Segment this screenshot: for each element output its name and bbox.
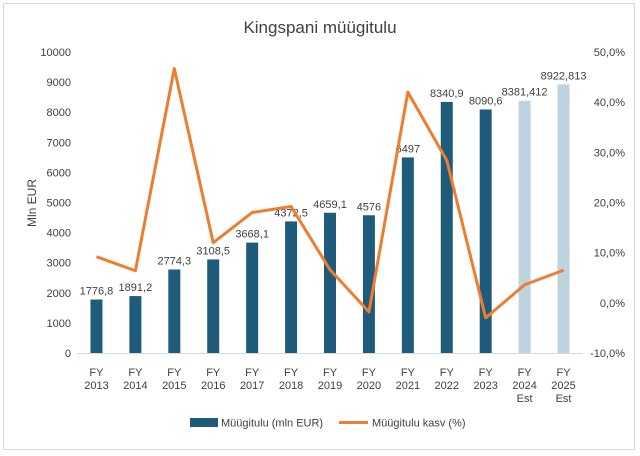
- left-tick-label: 3000: [47, 258, 71, 270]
- x-tick-label: FY 2013: [84, 367, 108, 392]
- right-tick-label: 10,0%: [594, 248, 625, 260]
- left-tick-label: 6000: [47, 167, 71, 179]
- bar: [168, 269, 181, 353]
- bar-value-label: 2774,3: [157, 255, 191, 267]
- right-tick-label: 50,0%: [594, 47, 625, 59]
- left-tick-label: 5000: [47, 198, 71, 210]
- x-tick-label-line: 2023: [473, 380, 497, 392]
- right-tick-label: -10,0%: [590, 348, 625, 360]
- x-tick-label-line: FY: [323, 367, 338, 379]
- bar-value-label: 3668,1: [235, 229, 269, 241]
- bar: [246, 242, 259, 353]
- x-tick-label-line: FY: [479, 367, 494, 379]
- growth-line: [95, 67, 565, 320]
- x-tick-label: FY 2023: [473, 367, 497, 392]
- bar-value-label: 8922,813: [541, 70, 587, 82]
- x-tick-label-line: FY: [89, 367, 104, 379]
- x-tick-label-line: 2016: [201, 380, 225, 392]
- x-tick-label: FY 2014: [123, 367, 147, 392]
- x-tick-label-line: 2019: [318, 380, 342, 392]
- bar: [129, 296, 142, 353]
- legend-label-line: Müügitulu kasv (%): [372, 418, 466, 430]
- left-tick-label: 7000: [47, 137, 71, 149]
- x-tick-label-line: FY: [167, 367, 182, 379]
- x-tick-label-line: Est: [517, 393, 533, 405]
- bar: [401, 157, 414, 353]
- right-tick-label: 0,0%: [600, 298, 625, 310]
- x-tick-label-line: 2020: [357, 380, 381, 392]
- bar-value-label: 1891,2: [119, 282, 153, 294]
- x-tick-label: FY 2025 Est: [551, 367, 575, 405]
- x-tick-label-line: 2018: [279, 380, 303, 392]
- x-tick-label: FY 2015: [162, 367, 186, 392]
- left-tick-label: 10000: [40, 47, 71, 59]
- bar-value-label: 8340,9: [430, 88, 464, 100]
- x-tick-label-line: 2014: [123, 380, 147, 392]
- bar-value-label: 4659,1: [313, 199, 347, 211]
- x-tick-label: FY 2016: [201, 367, 225, 392]
- x-tick-label-line: 2013: [84, 380, 108, 392]
- bar: [362, 215, 375, 353]
- x-tick-label-line: 2025: [551, 380, 575, 392]
- left-tick-label: 1000: [47, 318, 71, 330]
- bar: [324, 212, 336, 353]
- x-tick-label-line: 2022: [435, 380, 459, 392]
- left-tick-label: 9000: [47, 77, 71, 89]
- x-tick-label-line: Est: [556, 393, 572, 405]
- bar-value-label: 8381,412: [502, 87, 548, 99]
- x-tick-label: FY 2019: [318, 367, 342, 392]
- y-axis-label: Mln EUR: [25, 179, 39, 227]
- x-tick-label-line: FY: [284, 367, 299, 379]
- x-tick-label-line: 2015: [162, 380, 186, 392]
- bar: [518, 100, 531, 353]
- left-tick-label: 8000: [47, 107, 71, 119]
- bar: [285, 221, 298, 353]
- bar-value-label: 6497: [396, 143, 420, 155]
- x-tick-label-line: 2017: [240, 380, 264, 392]
- right-tick-label: 30,0%: [594, 147, 625, 159]
- right-tick-label: 40,0%: [594, 97, 625, 109]
- x-tick-label-line: 2021: [396, 380, 420, 392]
- chart-title: Kingspani müügitulu: [243, 18, 396, 37]
- right-tick-label: 20,0%: [594, 198, 625, 210]
- bar-value-label: 3108,5: [196, 245, 230, 257]
- x-tick-label: FY 2022: [435, 367, 459, 392]
- x-tick-label: FY 2017: [240, 367, 264, 392]
- bar: [479, 109, 492, 354]
- x-tick-label-line: FY: [128, 367, 143, 379]
- legend-swatch-bar: [190, 418, 218, 427]
- left-axis-ticks: 0 1000 2000 3000 4000 5000 6000 7000 8000 9000 100…: [40, 47, 71, 360]
- x-tick-label-line: FY: [440, 367, 455, 379]
- bar-value-label: 1776,8: [80, 286, 114, 298]
- x-tick-label-line: FY: [401, 367, 416, 379]
- left-tick-label: 2000: [47, 288, 71, 300]
- bar-value-label: 4372,5: [274, 207, 308, 219]
- bar: [207, 259, 220, 353]
- bar: [557, 84, 570, 353]
- left-tick-label: 0: [65, 348, 71, 360]
- x-tick-label-line: FY: [362, 367, 377, 379]
- legend: Müügitulu (mln EUR) Müügitulu kasv (%): [190, 418, 466, 430]
- x-tick-label: FY 2021: [396, 367, 420, 392]
- x-tick-label-line: FY: [518, 367, 533, 379]
- bar-data-labels: 1776,8 1891,2 2774,3 3108,5 3668,1 4372,5 4659…: [80, 70, 587, 297]
- x-tick-label-line: FY: [557, 367, 572, 379]
- x-tick-label: FY 2024 Est: [512, 367, 536, 405]
- x-tick-label: FY 2018: [279, 367, 303, 392]
- x-tick-label: FY 2020: [357, 367, 381, 392]
- x-tick-label-line: FY: [245, 367, 260, 379]
- left-tick-label: 4000: [47, 228, 71, 240]
- bar: [90, 299, 103, 353]
- bar: [440, 101, 453, 354]
- legend-label-bar: Müügitulu (mln EUR): [221, 418, 323, 430]
- bar-value-label: 8090,6: [469, 95, 503, 107]
- x-tick-label-line: 2024: [512, 380, 536, 392]
- x-tick-label-line: FY: [206, 367, 221, 379]
- bar-series: [90, 84, 570, 354]
- bar-value-label: 4576: [357, 201, 381, 213]
- right-axis-ticks: -10,0% 0,0% 10,0% 20,0% 30,0% 40,0% 50,0%: [590, 47, 625, 360]
